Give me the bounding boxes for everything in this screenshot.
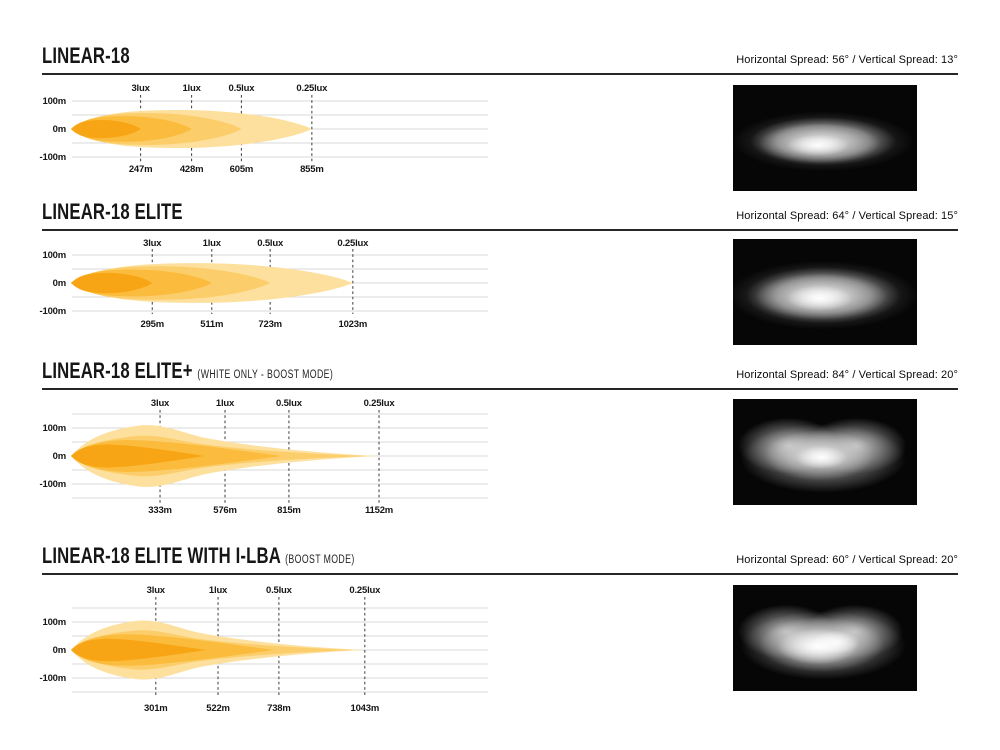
beam-pattern-chart-1: 3lux 247m 1lux 428m 0.5lux 605m 0.25lux 855m 100… bbox=[40, 83, 488, 175]
distance-label: 723m bbox=[258, 319, 282, 330]
beam-zone-3lux bbox=[71, 120, 141, 138]
section-title-text: LINEAR-18 ELITE+ bbox=[42, 358, 193, 383]
lux-label: 0.25lux bbox=[296, 83, 328, 94]
lux-label: 3lux bbox=[143, 238, 162, 249]
y-axis-label: 100m bbox=[43, 423, 67, 434]
beam-zone-3lux bbox=[71, 272, 153, 294]
beam-zone-3lux bbox=[71, 444, 205, 468]
distance-label: 1023m bbox=[339, 319, 368, 330]
spread-spec-label: Horizontal Spread: 64° / Vertical Spread… bbox=[736, 210, 958, 222]
section-title: LINEAR-18 ELITE bbox=[42, 201, 183, 227]
section-divider bbox=[42, 73, 958, 75]
lux-label: 0.5lux bbox=[276, 398, 303, 409]
lux-label: 0.25lux bbox=[364, 398, 396, 409]
section-title-text: LINEAR-18 ELITE WITH I-LBA bbox=[42, 543, 281, 568]
y-axis-label: -100m bbox=[40, 673, 66, 684]
y-axis-label: 0m bbox=[53, 124, 66, 135]
section-title-text: LINEAR-18 ELITE bbox=[42, 199, 183, 224]
lux-label: 3lux bbox=[151, 398, 170, 409]
beam-pattern-chart-2: 3lux 295m 1lux 511m 0.5lux 723m 0.25lux 1023m 10… bbox=[40, 238, 488, 330]
lux-label: 3lux bbox=[131, 83, 150, 94]
beam-zone-3lux bbox=[71, 638, 207, 662]
section-divider bbox=[42, 388, 958, 390]
y-axis-label: 100m bbox=[43, 250, 67, 261]
beam-photo bbox=[733, 585, 917, 691]
section-title: LINEAR-18 bbox=[42, 45, 130, 71]
lux-label: 0.5lux bbox=[266, 585, 293, 596]
section-subtitle: (WHITE ONLY - BOOST MODE) bbox=[197, 369, 334, 381]
lux-label: 0.25lux bbox=[349, 585, 381, 596]
y-axis-label: 100m bbox=[43, 617, 67, 628]
distance-label: 247m bbox=[129, 164, 153, 175]
distance-label: 1043m bbox=[351, 703, 380, 714]
spread-spec-label: Horizontal Spread: 84° / Vertical Spread… bbox=[736, 369, 958, 381]
section-divider bbox=[42, 229, 958, 231]
distance-label: 576m bbox=[213, 505, 237, 516]
y-axis-label: -100m bbox=[40, 152, 66, 163]
lux-label: 1lux bbox=[182, 83, 201, 94]
distance-label: 815m bbox=[277, 505, 301, 516]
y-axis-label: 0m bbox=[53, 451, 66, 462]
lux-label: 0.25lux bbox=[337, 238, 369, 249]
distance-label: 1152m bbox=[365, 505, 393, 516]
lux-label: 1lux bbox=[216, 398, 235, 409]
distance-label: 301m bbox=[144, 703, 168, 714]
section-subtitle: (BOOST MODE) bbox=[285, 554, 355, 566]
spread-spec-label: Horizontal Spread: 56° / Vertical Spread… bbox=[736, 54, 958, 66]
lux-label: 1lux bbox=[209, 585, 228, 596]
distance-label: 605m bbox=[230, 164, 254, 175]
lux-label: 0.5lux bbox=[257, 238, 284, 249]
distance-label: 428m bbox=[180, 164, 204, 175]
beam-photo bbox=[733, 85, 917, 191]
lux-label: 3lux bbox=[147, 585, 166, 596]
beam-photo bbox=[733, 239, 917, 345]
y-axis-label: -100m bbox=[40, 479, 66, 490]
beam-pattern-chart-3: 3lux 333m 1lux 576m 0.5lux 815m 0.25lux 1152m 10… bbox=[40, 398, 488, 516]
lux-label: 0.5lux bbox=[229, 83, 256, 94]
section-title: LINEAR-18 ELITE+ (WHITE ONLY - BOOST MOD… bbox=[42, 360, 333, 386]
beam-pattern-chart-4: 3lux 301m 1lux 522m 0.5lux 738m 0.25lux 1043m 10… bbox=[40, 585, 488, 714]
distance-label: 333m bbox=[148, 505, 172, 516]
distance-label: 511m bbox=[200, 319, 223, 330]
y-axis-label: 100m bbox=[43, 96, 67, 107]
distance-label: 855m bbox=[300, 164, 324, 175]
y-axis-label: -100m bbox=[40, 306, 66, 317]
section-divider bbox=[42, 573, 958, 575]
y-axis-label: 0m bbox=[53, 645, 66, 656]
distance-label: 738m bbox=[267, 703, 291, 714]
section-title: LINEAR-18 ELITE WITH I-LBA (BOOST MODE) bbox=[42, 545, 355, 571]
distance-label: 295m bbox=[141, 319, 165, 330]
beam-photo bbox=[733, 399, 917, 505]
y-axis-label: 0m bbox=[53, 278, 66, 289]
distance-label: 522m bbox=[206, 703, 230, 714]
spread-spec-label: Horizontal Spread: 60° / Vertical Spread… bbox=[736, 554, 958, 566]
section-title-text: LINEAR-18 bbox=[42, 43, 130, 68]
lux-label: 1lux bbox=[203, 238, 222, 249]
